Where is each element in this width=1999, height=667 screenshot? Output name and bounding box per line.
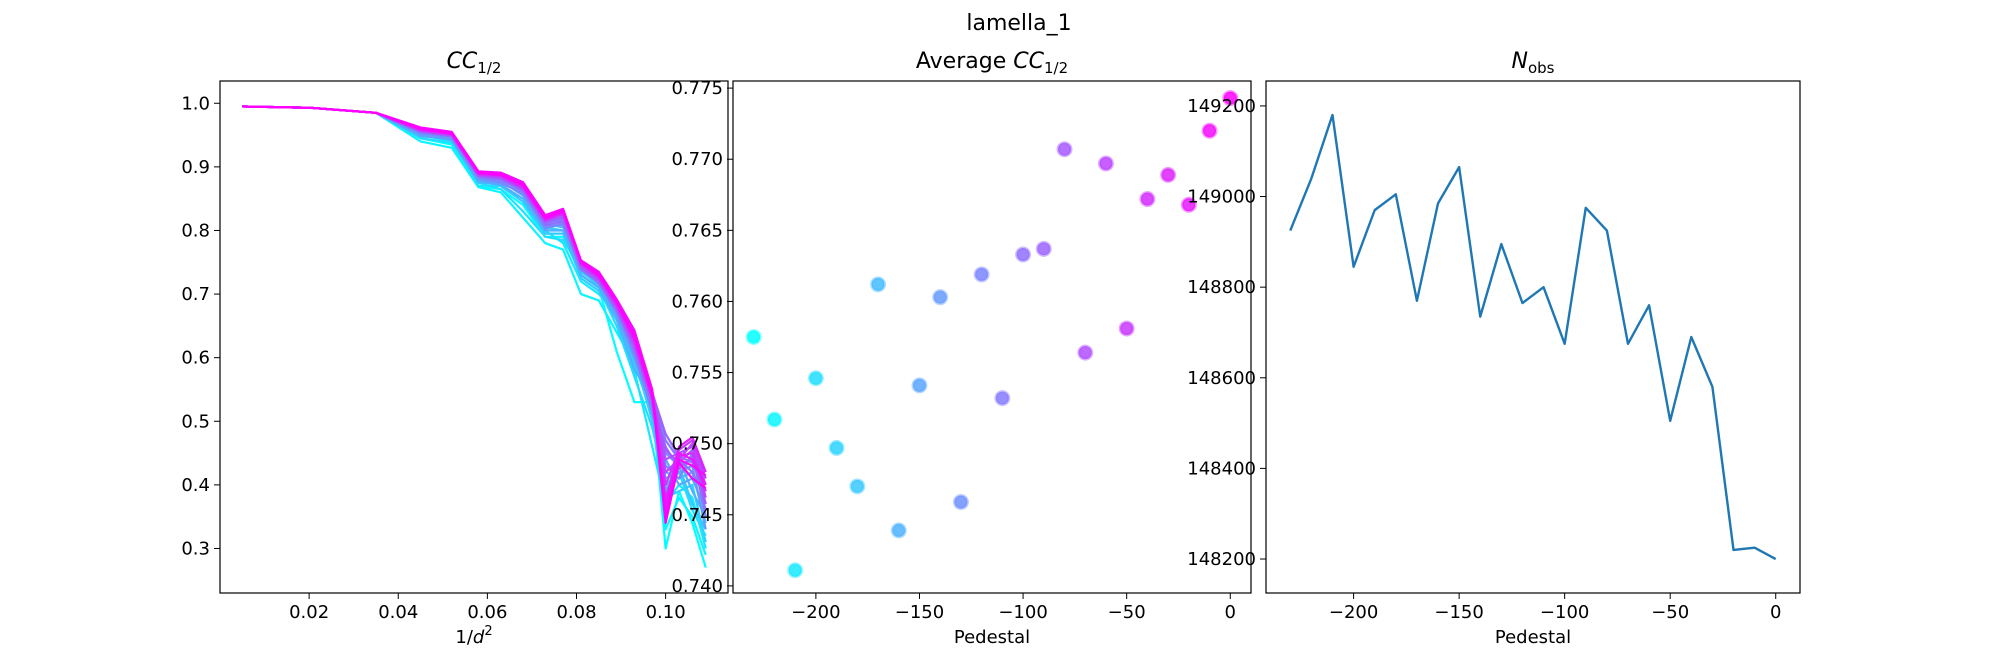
scatter-point-5 — [849, 478, 866, 495]
plot-area — [1289, 113, 1777, 561]
x-tick-label: −50 — [1651, 602, 1689, 623]
y-tick-label: 0.3 — [181, 538, 210, 559]
scatter-point-13 — [1015, 246, 1032, 263]
y-tick-label: 0.765 — [671, 220, 723, 241]
scatter-point-22 — [1201, 122, 1218, 139]
y-tick-label: 0.745 — [671, 505, 723, 526]
y-tick-label: 1.0 — [181, 93, 210, 114]
y-tick-label: 149000 — [1187, 187, 1256, 208]
series-line-23 — [242, 105, 707, 525]
y-tick-label: 0.760 — [671, 291, 723, 312]
chart-title: Average CC1/2 — [916, 49, 1068, 77]
chart-title-prefix: Average — [916, 49, 1013, 74]
scatter-point-23 — [1222, 90, 1239, 107]
x-tick-label: 0.10 — [646, 602, 686, 623]
y-tick-label: 0.740 — [671, 576, 723, 597]
x-tick-label: −50 — [1108, 602, 1146, 623]
y-tick-label: 0.8 — [181, 220, 210, 241]
chart-title-main: CC — [1013, 49, 1044, 74]
scatter-point-2 — [787, 562, 804, 579]
chart-title-sub: 1/2 — [1044, 59, 1068, 77]
scatter-point-8 — [911, 377, 928, 394]
plot-area — [242, 105, 707, 568]
y-tick-label: 0.6 — [181, 348, 210, 369]
scatter-point-1 — [766, 411, 783, 428]
chart-title: CC1/2 — [447, 49, 502, 77]
series-line-1 — [242, 105, 707, 556]
x-axis-label: 1/d2 — [455, 624, 492, 648]
x-tick-label: 0 — [1225, 602, 1236, 623]
plot-area — [745, 90, 1239, 579]
scatter-point-21 — [1180, 196, 1197, 213]
scatter-point-14 — [1035, 240, 1052, 257]
x-tick-label: −100 — [998, 602, 1047, 623]
scatter-point-7 — [890, 522, 907, 539]
chart-title-sub: obs — [1528, 59, 1555, 77]
x-tick-label: 0 — [1770, 602, 1781, 623]
chart-title: Nobs — [1512, 49, 1555, 77]
figure-title: lamella_1 — [966, 11, 1071, 36]
scatter-point-0 — [745, 329, 762, 345]
panel-cc-half: CC1/2 0.02 0.04 0.06 0.08 0.10 0.3 0.4 0.5 0.6 0.7… — [181, 49, 729, 648]
scatter-point-20 — [1160, 166, 1177, 183]
x-axis-label: Pedestal — [1495, 627, 1571, 648]
y-tick-label: 0.750 — [671, 434, 723, 455]
chart-title-sub: 1/2 — [477, 59, 501, 77]
chart-title-main: CC — [447, 49, 478, 74]
y-tick-label: 148200 — [1187, 549, 1256, 570]
y-tick-label: 148600 — [1187, 368, 1256, 389]
x-axis-label: Pedestal — [954, 627, 1030, 648]
y-tick-label: 148400 — [1187, 458, 1256, 479]
x-tick-label: 0.02 — [289, 602, 329, 623]
y-tick-label: 0.755 — [671, 363, 723, 384]
scatter-point-19 — [1139, 191, 1156, 208]
x-tick-label: 0.08 — [556, 602, 596, 623]
y-tick-label: 148800 — [1187, 277, 1256, 298]
scatter-point-15 — [1056, 141, 1073, 158]
n-obs-line — [1289, 113, 1777, 561]
chart-title-main: N — [1512, 49, 1528, 74]
axes-frame — [1265, 80, 1801, 594]
x-tick-label: −150 — [895, 602, 944, 623]
x-tick-label: −150 — [1434, 602, 1483, 623]
y-tick-label: 0.775 — [671, 78, 723, 99]
axes-frame — [219, 80, 729, 594]
scatter-point-16 — [1077, 344, 1094, 361]
panel-n-obs: Nobs −200 −150 −100 −50 0 148200 148400 148600 14… — [1187, 49, 1801, 648]
y-tick-label: 0.770 — [671, 149, 723, 170]
y-tick-label: 0.4 — [181, 475, 210, 496]
y-tick-label: 0.5 — [181, 411, 210, 432]
y-tick-label: 0.7 — [181, 284, 210, 305]
x-tick-label: 0.04 — [378, 602, 418, 623]
x-tick-label: 0.06 — [467, 602, 507, 623]
scatter-point-3 — [807, 370, 824, 387]
scatter-point-12 — [994, 390, 1011, 407]
axes-frame — [732, 80, 1252, 594]
y-tick-label: 149200 — [1187, 96, 1256, 117]
scatter-point-18 — [1118, 320, 1135, 337]
x-tick-label: −100 — [1540, 602, 1589, 623]
scatter-point-17 — [1097, 155, 1114, 172]
scatter-point-9 — [932, 289, 949, 306]
scatter-point-4 — [828, 439, 845, 456]
x-tick-label: −200 — [1329, 602, 1378, 623]
scatter-point-11 — [973, 266, 990, 283]
scatter-point-10 — [952, 493, 969, 510]
scatter-point-6 — [870, 276, 887, 293]
y-tick-label: 0.9 — [181, 157, 210, 178]
panel-average-cc-half: Average CC1/2 −200 −150 −100 −50 0 0.740 0.745 0… — [671, 49, 1252, 648]
x-tick-label: −200 — [791, 602, 840, 623]
